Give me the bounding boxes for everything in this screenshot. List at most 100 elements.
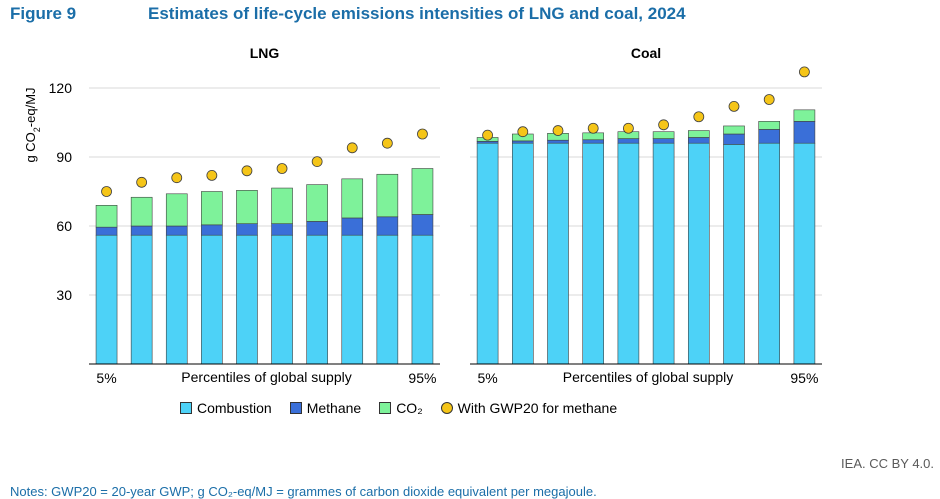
x-axis-label: Percentiles of global supply	[181, 369, 351, 385]
bar-segment-combustion	[165, 234, 188, 365]
y-tick-label: 30	[56, 287, 72, 303]
legend-swatch-combustion	[180, 402, 192, 414]
bar-segment-co2	[236, 190, 258, 225]
bar-segment-combustion	[411, 234, 434, 365]
bar-segment-co2	[165, 193, 188, 227]
bar-segment-co2	[411, 168, 434, 215]
gwp20-marker	[171, 172, 183, 184]
panel-title: LNG	[250, 45, 280, 61]
bar-segment-methane	[687, 137, 710, 144]
bar-segment-methane	[201, 224, 223, 236]
bar-segment-co2	[652, 131, 675, 139]
gwp20-marker	[623, 122, 634, 134]
bar-segment-methane	[582, 139, 605, 144]
panel-title: Coal	[631, 45, 661, 61]
bar-segment-co2	[271, 187, 293, 225]
x-tick-label: 95%	[790, 370, 818, 386]
bar-segment-methane	[271, 223, 293, 236]
bar-segment-methane	[411, 214, 434, 236]
credit-text: IEA. CC BY 4.0.	[841, 456, 934, 471]
bar-segment-combustion	[306, 234, 328, 365]
x-tick-label: 5%	[96, 370, 116, 386]
legend-swatch-methane	[289, 402, 302, 414]
bar-segment-methane	[95, 226, 118, 236]
gwp20-marker	[482, 129, 494, 141]
gwp20-marker	[587, 122, 599, 134]
figure-title: Estimates of life-cycle emissions intens…	[148, 4, 686, 23]
bar-segment-combustion	[582, 142, 605, 365]
gwp20-marker	[346, 142, 358, 154]
gwp20-marker	[693, 111, 705, 123]
bar-segment-combustion	[547, 142, 569, 365]
legend-item-gwp20: With GWP20 for methane	[440, 400, 618, 416]
legend-label-gwp20: With GWP20 for methane	[457, 400, 618, 416]
gwp20-marker	[799, 66, 810, 78]
bar-segment-methane	[341, 217, 364, 236]
legend-label-methane: Methane	[306, 400, 362, 416]
bar-segment-co2	[793, 109, 816, 122]
bar-segment-methane	[617, 138, 640, 144]
gwp20-marker	[381, 137, 393, 149]
notes-text: Notes: GWP20 = 20-year GWP; g CO₂-eq/MJ …	[10, 484, 597, 499]
figure-number: Figure 9	[10, 4, 77, 23]
y-tick-label: 120	[49, 80, 73, 96]
bar-segment-methane	[652, 138, 675, 144]
legend-item-methane: Methane	[289, 400, 362, 416]
gwp20-marker	[728, 101, 740, 112]
bar-segment-combustion	[130, 234, 153, 365]
gwp20-marker	[276, 163, 288, 174]
bar-segment-combustion	[617, 142, 640, 365]
bar-segment-co2	[582, 132, 605, 141]
y-tick-label: 90	[56, 149, 72, 165]
bar-segment-combustion	[758, 142, 781, 365]
bar-segment-co2	[376, 173, 399, 218]
gwp20-marker	[763, 94, 775, 105]
legend-label-co2: CO₂	[396, 400, 423, 416]
x-axis-label: Percentiles of global supply	[563, 369, 733, 385]
bar-segment-methane	[793, 121, 816, 144]
figure-header: Figure 9 Estimates of life-cycle emissio…	[10, 2, 686, 26]
bar-segment-methane	[306, 221, 328, 236]
gwp20-marker	[101, 186, 112, 197]
bar-segment-methane	[376, 216, 399, 236]
bar-segment-methane	[236, 223, 258, 236]
emissions-chart: LNG 5% 95% Percentiles of global supply Coal…	[23, 45, 822, 386]
gwp20-marker	[658, 119, 669, 131]
bar-segment-methane	[511, 140, 534, 144]
bar-segment-combustion	[652, 142, 675, 365]
legend-item-co2: CO₂	[379, 400, 423, 416]
bar-segment-methane	[130, 225, 153, 236]
legend-item-combustion: Combustion	[180, 400, 272, 416]
gwp20-marker	[311, 156, 323, 168]
legend-marker-gwp20	[440, 402, 453, 414]
bar-segment-co2	[758, 121, 781, 130]
bar-segment-combustion	[95, 234, 118, 365]
gwp20-marker	[241, 165, 253, 177]
bar-segment-co2	[687, 130, 710, 138]
bar-segment-combustion	[341, 234, 364, 365]
bar-segment-combustion	[793, 142, 816, 365]
legend-swatch-co2	[379, 402, 392, 414]
bar-segment-combustion	[271, 234, 293, 365]
bar-segment-methane	[547, 139, 569, 144]
bar-segment-co2	[95, 205, 118, 228]
bar-segment-co2	[306, 184, 328, 222]
y-axis-label: g CO2-eq/MJ	[23, 87, 42, 162]
gwp20-marker	[552, 125, 564, 136]
x-tick-label: 5%	[477, 370, 497, 386]
bar-segment-methane	[723, 133, 745, 145]
gwp20-marker	[517, 126, 529, 138]
bar-segment-co2	[341, 178, 364, 219]
bar-segment-methane	[758, 129, 781, 144]
bar-segment-combustion	[236, 234, 258, 365]
bar-segment-combustion	[687, 142, 710, 365]
bar-segment-co2	[201, 191, 223, 226]
x-tick-label: 95%	[408, 370, 436, 386]
bar-segment-combustion	[723, 144, 745, 365]
bar-segment-co2	[130, 196, 153, 227]
y-tick-label: 60	[56, 218, 72, 234]
bar-segment-combustion	[201, 234, 223, 365]
chart-legend: Combustion Methane CO₂ With GWP20 for me…	[180, 400, 635, 416]
bar-segment-methane	[165, 225, 188, 236]
gwp20-marker	[136, 176, 148, 188]
